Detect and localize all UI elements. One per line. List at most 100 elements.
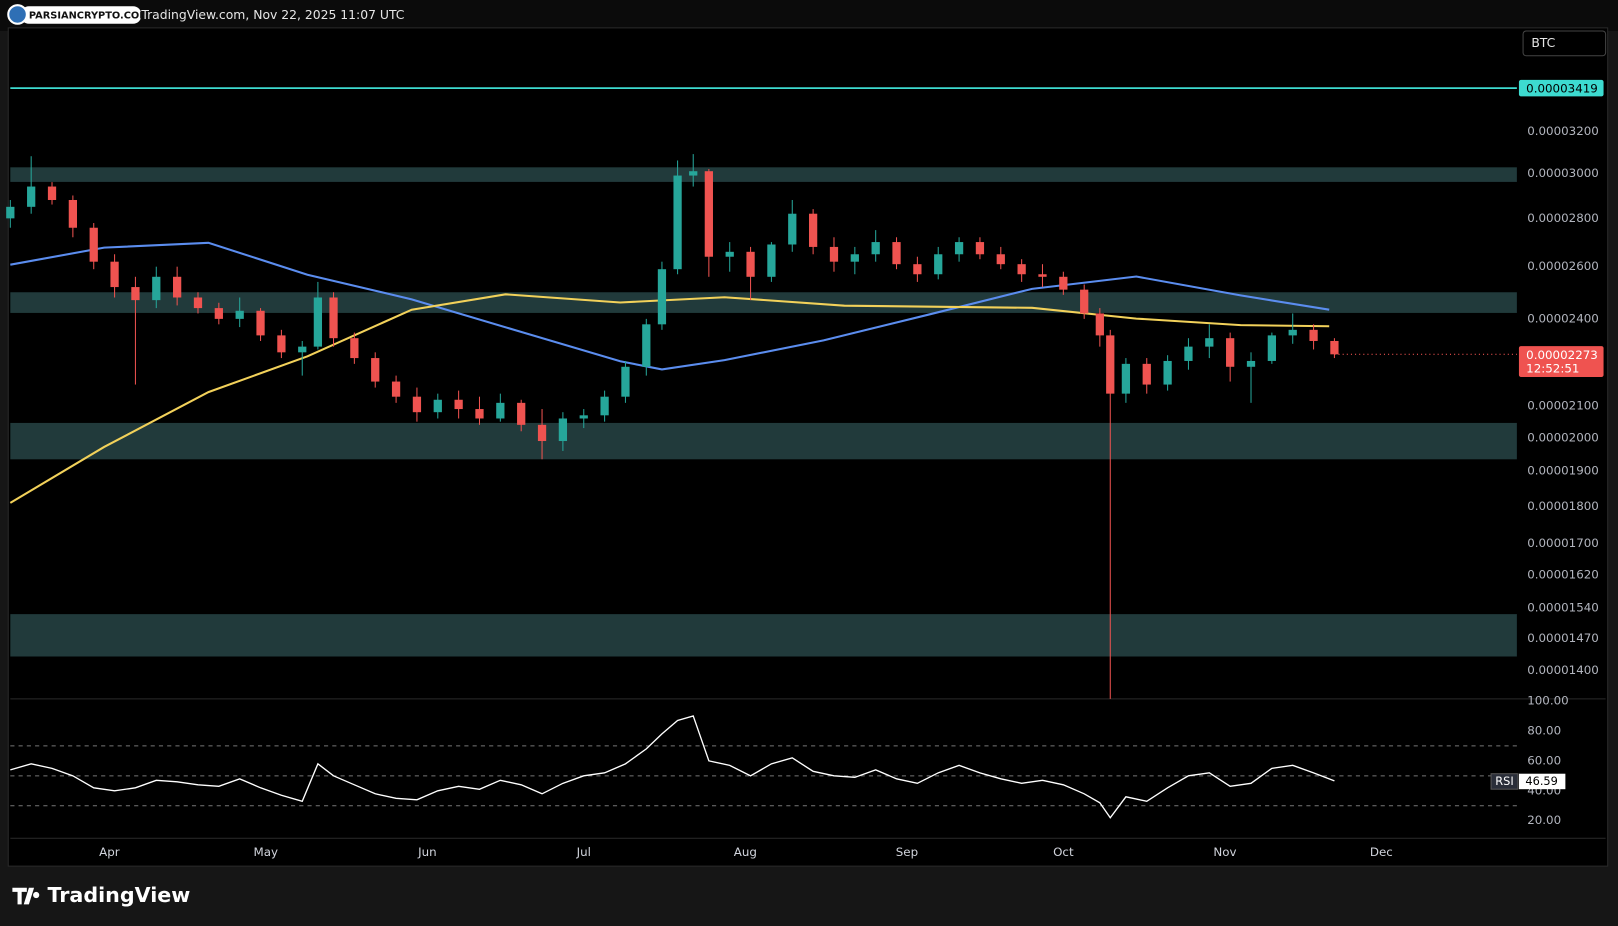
candle-body	[1095, 313, 1104, 336]
candle-body	[1038, 274, 1047, 277]
y-tick-label: 0.00001400	[1527, 663, 1599, 677]
candle-body	[621, 366, 630, 397]
candle-body	[214, 308, 223, 319]
candle-body	[1080, 289, 1089, 314]
candle-body	[1163, 360, 1172, 385]
candle-body	[704, 171, 713, 257]
moving-average	[10, 241, 1330, 371]
candle-body	[193, 297, 203, 309]
candle-body	[6, 206, 15, 219]
x-tick-label: Nov	[1213, 845, 1236, 859]
candle-body	[746, 251, 755, 277]
symbol-box[interactable]	[1522, 30, 1607, 57]
last-price-box	[1518, 346, 1604, 378]
candle-body	[454, 399, 463, 410]
candle-body	[110, 261, 119, 288]
candle-body	[277, 335, 286, 353]
y-tick-label: 0.00001470	[1527, 631, 1599, 645]
candle-body	[934, 254, 943, 275]
rsi-value: 46.59	[1525, 774, 1557, 788]
candle-body	[391, 381, 401, 397]
candle-body	[68, 199, 78, 228]
y-tick-label: 0.00003000	[1527, 166, 1599, 180]
candle-body	[496, 402, 505, 419]
zone	[10, 167, 1517, 182]
candle-body	[725, 251, 734, 257]
candle-body	[657, 269, 667, 325]
level-label: 0.00003419	[1526, 82, 1598, 96]
last-price: 0.00002273	[1526, 348, 1598, 362]
rsi-name: RSI	[1495, 774, 1513, 788]
candle-body	[579, 415, 588, 419]
candle-body	[673, 175, 682, 270]
candle-body	[298, 346, 307, 353]
rsi-tick-label: 100.00	[1527, 693, 1568, 707]
candle-body	[433, 399, 442, 413]
candle-body	[256, 310, 265, 336]
y-tick-label: 0.00001700	[1527, 536, 1599, 550]
rsi-line	[10, 715, 1335, 819]
candle-body	[1246, 360, 1256, 367]
rsi-tick-label: 60.00	[1527, 753, 1561, 767]
zone	[10, 614, 1517, 657]
y-tick-label: 0.00002800	[1527, 211, 1599, 225]
watermark: PARSIANCRYPTO.COM	[29, 10, 149, 21]
candle-body	[173, 276, 182, 298]
footer-logo: TradingView	[47, 883, 190, 907]
candle-body	[788, 213, 797, 245]
candle-body	[1226, 338, 1235, 367]
x-tick-label: Sep	[896, 845, 918, 859]
candle-body	[600, 396, 609, 416]
y-tick-label: 0.00001620	[1527, 568, 1599, 582]
candle-body	[1330, 340, 1339, 355]
candle-body	[1267, 335, 1276, 361]
candle-body	[329, 297, 338, 339]
candle-body	[47, 186, 57, 200]
candle-body	[235, 310, 244, 319]
candle-body	[412, 396, 422, 413]
x-tick-label: Dec	[1370, 845, 1393, 859]
candle-body	[89, 227, 98, 262]
candle-body	[975, 242, 985, 255]
y-tick-label: 0.00002100	[1527, 398, 1599, 412]
candle-body	[996, 254, 1005, 265]
x-tick-label: May	[253, 845, 278, 859]
level-label-box	[1518, 79, 1604, 97]
y-tick-label: 0.00002400	[1527, 311, 1599, 325]
candle-body	[913, 264, 922, 275]
candle-body	[829, 246, 839, 262]
footer-logo-mark	[12, 887, 40, 905]
candle-body	[1017, 264, 1026, 275]
x-tick-label: Jun	[417, 845, 437, 859]
rsi-tick-label: 80.00	[1527, 723, 1561, 737]
candle-body	[689, 171, 698, 176]
candle-body	[1121, 363, 1131, 394]
y-tick-label: 0.00001800	[1527, 499, 1599, 513]
candle-body	[475, 409, 484, 419]
candle-body	[1288, 329, 1297, 336]
candle-body	[371, 358, 380, 382]
y-tick-label: 0.00002000	[1527, 430, 1599, 444]
y-tick-label: 0.00001540	[1527, 601, 1599, 615]
candle-body	[850, 254, 859, 262]
rsi-tick-label: 20.00	[1527, 813, 1561, 827]
candle-body	[313, 297, 323, 347]
candle-body	[1106, 335, 1115, 394]
candle-body	[558, 418, 568, 442]
symbol: BTC	[1531, 36, 1555, 50]
moving-average	[9, 293, 1330, 504]
header-bar	[0, 0, 1618, 31]
candle-body	[767, 244, 776, 277]
x-tick-label: Aug	[734, 845, 757, 859]
candle-body	[1059, 276, 1068, 290]
candle-body	[27, 186, 36, 207]
candle-body	[537, 424, 547, 442]
rsi-value-box	[1518, 773, 1566, 790]
x-tick-label: Jul	[576, 845, 591, 859]
x-tick-label: Oct	[1053, 845, 1074, 859]
candle-body	[517, 402, 526, 425]
source-line: TradingView.com, Nov 22, 2025 11:07 UTC	[140, 8, 404, 22]
candle-body	[1142, 363, 1151, 385]
candle-body	[808, 213, 818, 247]
